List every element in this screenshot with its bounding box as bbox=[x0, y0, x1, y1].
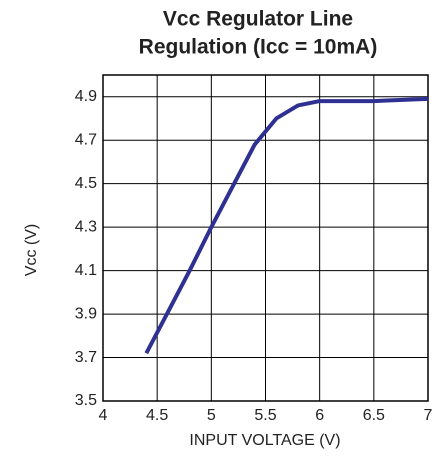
x-tick-label: 5 bbox=[207, 407, 216, 424]
x-axis-label: INPUT VOLTAGE (V) bbox=[189, 432, 340, 449]
y-tick-label: 3.7 bbox=[75, 349, 97, 366]
chart-title: Regulation (Icc = 10mA) bbox=[139, 36, 378, 59]
y-tick-label: 4.7 bbox=[75, 131, 97, 148]
x-tick-label: 5.5 bbox=[254, 407, 276, 424]
x-tick-label: 6.5 bbox=[363, 407, 385, 424]
data-line bbox=[144, 96, 429, 355]
y-tick-label: 4.9 bbox=[75, 88, 97, 105]
y-tick-label: 4.1 bbox=[75, 262, 97, 279]
y-tick-label: 4.5 bbox=[75, 175, 97, 192]
x-tick-label: 6 bbox=[315, 407, 324, 424]
x-tick-label: 4 bbox=[99, 407, 108, 424]
x-tick-label: 7 bbox=[424, 407, 433, 424]
y-tick-label: 3.9 bbox=[75, 305, 97, 322]
chart-title: Vcc Regulator Line bbox=[163, 8, 353, 31]
y-tick-label: 3.5 bbox=[75, 392, 97, 409]
y-axis-label: Vcc (V) bbox=[23, 224, 40, 276]
x-tick-label: 4.5 bbox=[146, 407, 168, 424]
plot-frame bbox=[102, 74, 429, 402]
y-tick-label: 4.3 bbox=[75, 218, 97, 235]
